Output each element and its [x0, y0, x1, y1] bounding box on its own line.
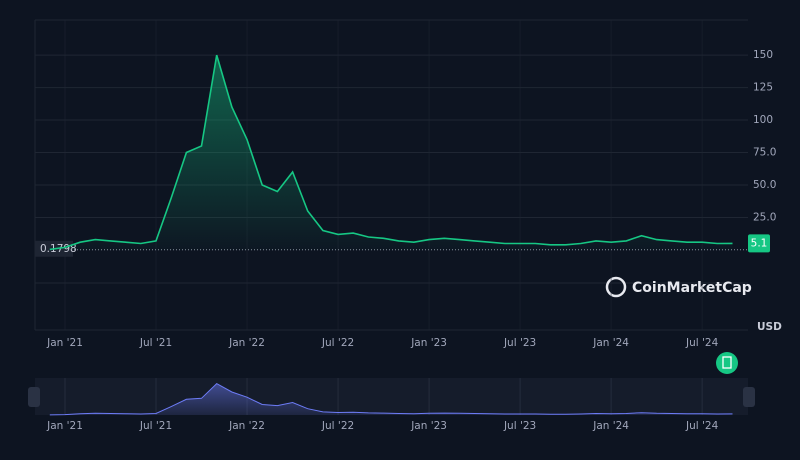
- x-tick-label: Jul '21: [139, 337, 172, 349]
- y-tick-label: 150: [753, 49, 773, 61]
- x-tick-label: Jan '21: [46, 337, 83, 349]
- x-tick-label: Jul '22: [321, 337, 354, 349]
- navigator: [35, 378, 748, 415]
- y-tick-label: 25.0: [753, 212, 776, 224]
- price-line: [49, 54, 733, 251]
- navigator-handle[interactable]: [743, 387, 755, 407]
- logo-icon: [605, 276, 627, 298]
- navigator-tick-label: Jan '21: [46, 420, 83, 432]
- navigator-tick-label: Jan '23: [410, 420, 447, 432]
- x-tick-label: Jan '22: [228, 337, 265, 349]
- watermark-text: CoinMarketCap: [632, 280, 752, 296]
- current-price-tag: [748, 234, 770, 253]
- navigator-tick-label: Jan '24: [592, 420, 629, 432]
- navigator-area: [49, 383, 733, 415]
- navigator-line: [49, 382, 733, 416]
- area: [49, 55, 733, 250]
- current-price-label: 5.1: [751, 237, 768, 249]
- x-tick-label: Jan '24: [592, 337, 629, 349]
- y-tick-label: 50.0: [753, 179, 776, 191]
- notes-button[interactable]: [716, 352, 738, 374]
- navigator-tick-label: Jul '22: [321, 420, 354, 432]
- x-tick-label: Jan '23: [410, 337, 447, 349]
- navigator-handle[interactable]: [28, 387, 40, 407]
- navigator-tick-label: Jul '24: [685, 420, 719, 432]
- watermark: CoinMarketCap: [605, 276, 752, 298]
- y-tick-label: 100: [753, 114, 773, 126]
- currency-label: USD: [757, 321, 782, 333]
- navigator-tick-label: Jul '23: [503, 420, 536, 432]
- notes-icon: [722, 356, 732, 369]
- y-tick-label: 125: [753, 82, 773, 94]
- x-tick-label: Jul '24: [685, 337, 719, 349]
- navigator-tick-label: Jan '22: [228, 420, 265, 432]
- x-tick-label: Jul '23: [503, 337, 536, 349]
- y-tick-label: 75.0: [753, 147, 776, 159]
- navigator-tick-label: Jul '21: [139, 420, 172, 432]
